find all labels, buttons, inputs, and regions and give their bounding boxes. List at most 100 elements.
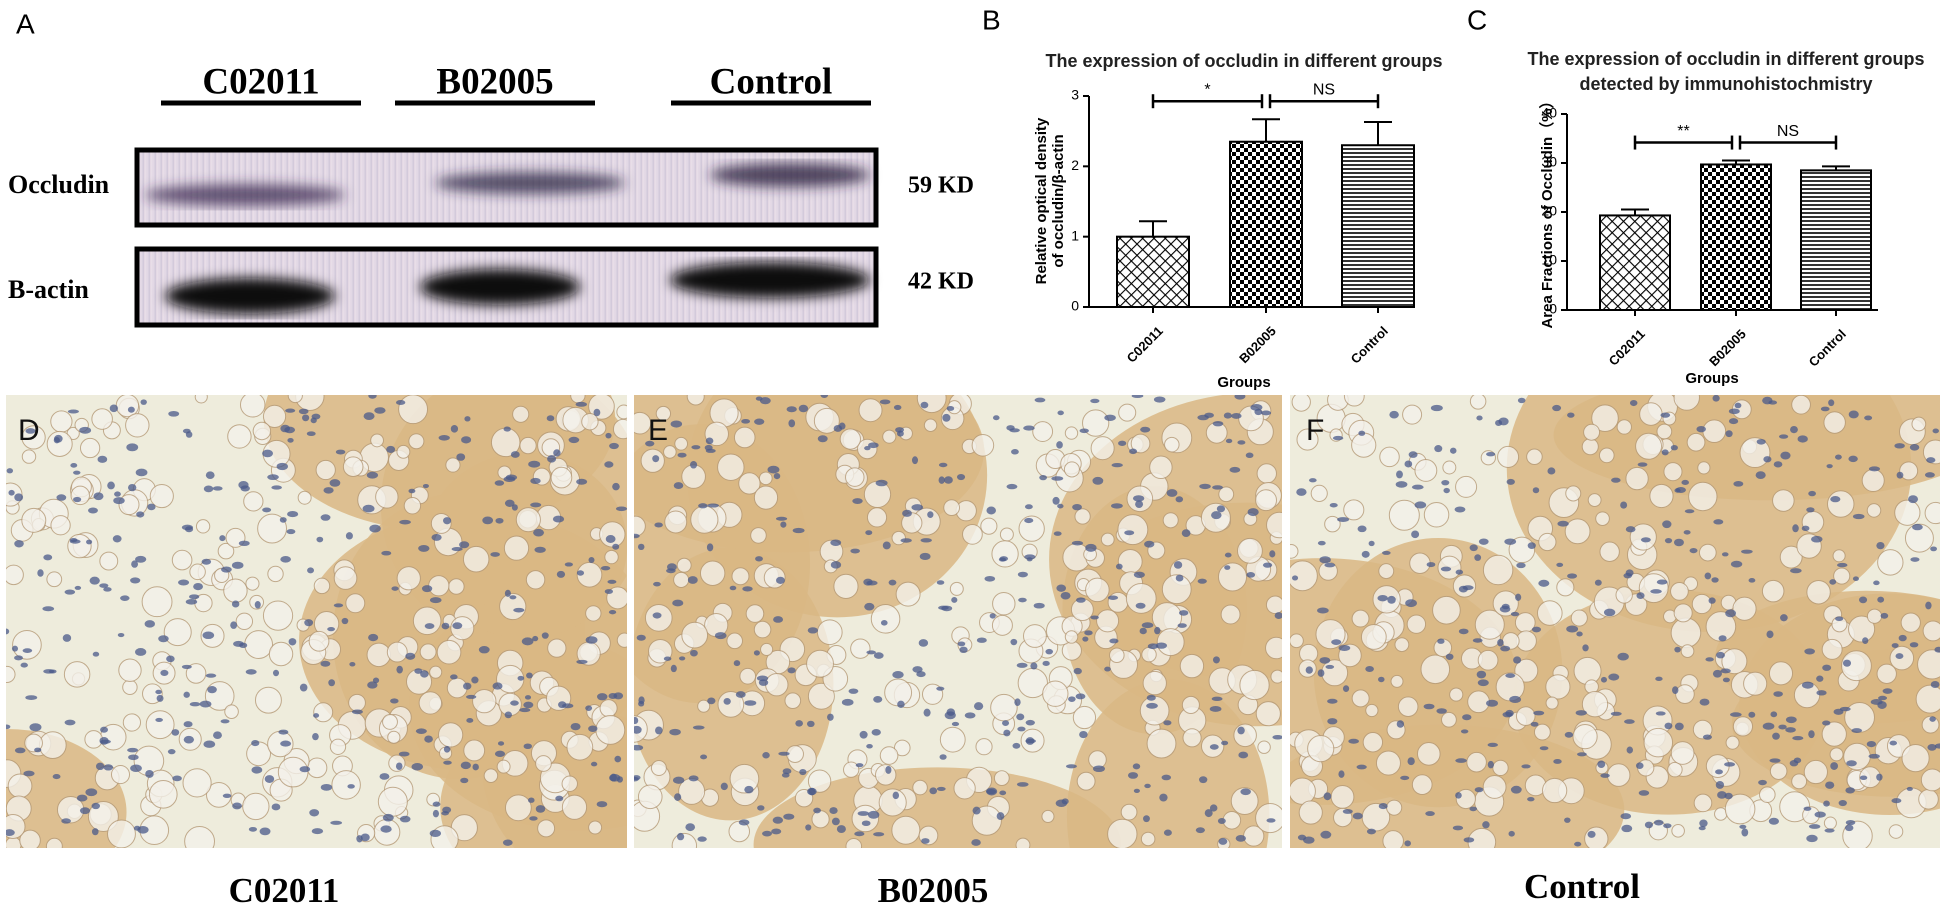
nucleus	[1319, 556, 1331, 564]
nucleus	[553, 449, 561, 457]
nucleus	[421, 585, 433, 593]
bar	[1800, 169, 1872, 311]
goblet	[122, 679, 138, 696]
nucleus	[114, 491, 121, 497]
nucleus	[1002, 720, 1010, 726]
y-tick-label: 40	[1541, 105, 1557, 121]
nucleus	[705, 448, 716, 453]
nucleus	[1780, 614, 1788, 622]
goblet	[1397, 696, 1419, 717]
nucleus	[1664, 722, 1673, 730]
nucleus	[755, 556, 763, 562]
goblet	[525, 570, 546, 590]
nucleus	[1056, 584, 1066, 592]
nucleus	[61, 818, 71, 824]
nucleus	[131, 560, 139, 568]
goblet	[1877, 549, 1904, 576]
nucleus	[1862, 637, 1869, 644]
nucleus	[238, 481, 249, 489]
nucleus	[808, 787, 816, 796]
nucleus	[946, 406, 955, 411]
goblet	[1162, 512, 1179, 529]
nucleus	[472, 763, 479, 771]
nucleus	[1235, 834, 1246, 842]
nucleus	[771, 828, 782, 835]
goblet	[1670, 617, 1702, 649]
nucleus	[1696, 425, 1706, 433]
nucleus	[596, 801, 608, 808]
goblet	[550, 466, 573, 489]
nucleus	[330, 820, 343, 825]
goblet	[1182, 728, 1202, 748]
nucleus	[1272, 734, 1282, 740]
nucleus	[1852, 576, 1859, 582]
nucleus	[1425, 811, 1435, 817]
nucleus	[494, 480, 505, 486]
nucleus	[1068, 696, 1076, 702]
goblet	[1724, 793, 1756, 825]
nucleus	[1319, 657, 1331, 664]
nucleus	[205, 471, 215, 479]
nucleus	[1768, 817, 1779, 825]
nucleus	[429, 597, 442, 604]
nucleus	[741, 418, 751, 424]
nucleus	[181, 664, 192, 669]
nucleus	[307, 567, 315, 574]
nucleus	[854, 831, 865, 837]
nucleus	[605, 535, 616, 543]
nucleus	[780, 521, 787, 528]
goblet	[878, 788, 907, 817]
goblet	[1656, 423, 1673, 440]
band-size: 59 KD	[908, 173, 974, 199]
nucleus	[1147, 643, 1159, 650]
goblet	[70, 485, 90, 506]
goblet	[408, 433, 425, 450]
nucleus	[1716, 651, 1725, 659]
nucleus	[634, 776, 639, 782]
nucleus	[1808, 490, 1816, 497]
nucleus	[107, 481, 115, 490]
nucleus	[1266, 818, 1276, 823]
nucleus	[220, 719, 230, 724]
goblet	[412, 606, 442, 636]
nucleus	[1396, 470, 1403, 479]
nucleus	[532, 635, 539, 642]
nucleus	[1506, 478, 1515, 485]
goblet	[655, 405, 672, 422]
nucleus	[199, 700, 212, 708]
nucleus	[976, 637, 987, 643]
nucleus	[1825, 781, 1835, 789]
nucleus	[612, 482, 620, 491]
nucleus	[368, 633, 379, 642]
nucleus	[866, 743, 873, 749]
nucleus	[519, 707, 531, 713]
nucleus	[1221, 740, 1229, 746]
goblet	[650, 760, 667, 777]
nucleus	[1636, 592, 1645, 600]
nucleus	[806, 720, 815, 728]
nucleus	[1462, 714, 1472, 721]
goblet	[1469, 395, 1487, 410]
nucleus	[1245, 452, 1254, 459]
nucleus	[1600, 773, 1610, 778]
nucleus	[1877, 596, 1885, 603]
goblet	[1217, 562, 1248, 592]
y-tick-label: 20	[1541, 203, 1557, 219]
nucleus	[391, 586, 399, 591]
y-tick-label: 3	[1071, 87, 1079, 103]
nucleus	[838, 422, 846, 430]
nucleus	[1218, 837, 1228, 845]
goblet	[1686, 432, 1706, 452]
goblet	[217, 542, 235, 560]
nucleus	[1365, 666, 1374, 673]
nucleus	[460, 777, 469, 784]
band-name: Occludin	[8, 170, 110, 199]
goblet	[429, 665, 443, 679]
nucleus	[43, 554, 53, 561]
nucleus	[1076, 597, 1086, 603]
goblet	[1239, 669, 1270, 701]
nucleus	[1014, 698, 1021, 706]
nucleus	[1533, 710, 1545, 716]
nucleus	[459, 541, 470, 549]
goblet	[1142, 670, 1167, 696]
